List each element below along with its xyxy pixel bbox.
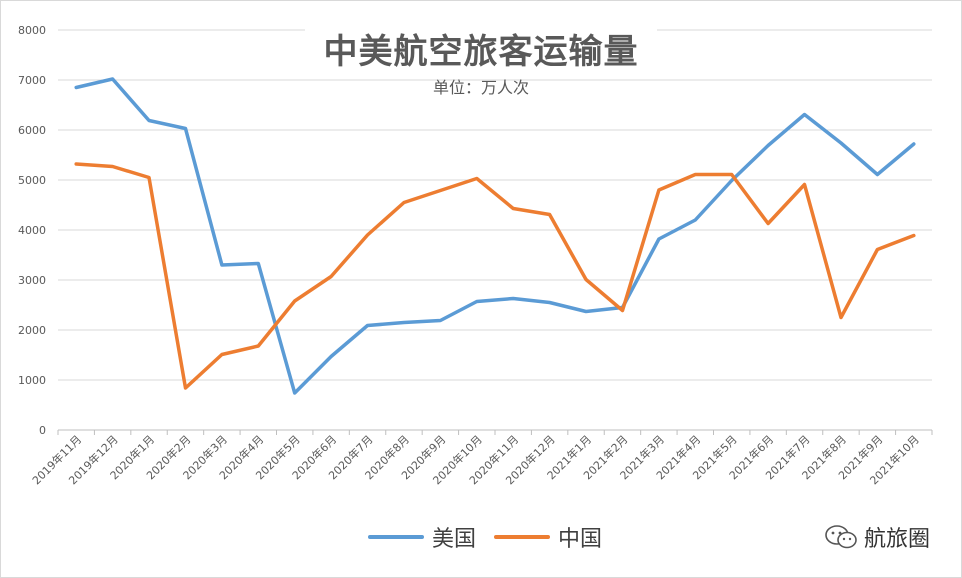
y-tick-label: 7000 bbox=[18, 74, 46, 87]
legend: 美国 中国 bbox=[0, 522, 962, 552]
y-axis: 0 1000 2000 3000 4000 5000 6000 7000 8000 bbox=[18, 24, 46, 437]
legend-swatch-cn bbox=[494, 535, 550, 539]
legend-swatch-us bbox=[368, 535, 424, 539]
legend-item-cn: 中国 bbox=[494, 522, 602, 552]
title-background bbox=[305, 22, 657, 78]
series-group bbox=[74, 77, 916, 395]
legend-label-cn: 中国 bbox=[558, 527, 603, 552]
y-tick-label: 1000 bbox=[18, 374, 46, 387]
y-tick-label: 4000 bbox=[18, 224, 46, 237]
y-tick-label: 6000 bbox=[18, 124, 46, 137]
series-line-1 bbox=[74, 162, 916, 390]
y-tick-label: 5000 bbox=[18, 174, 46, 187]
wechat-icon bbox=[825, 525, 857, 549]
watermark: 航旅圈 bbox=[824, 522, 930, 552]
chart-title: 中美航空旅客运输量 bbox=[323, 32, 639, 72]
chart-subtitle: 单位：万人次 bbox=[432, 78, 529, 97]
series-line-0 bbox=[74, 77, 916, 395]
y-tick-label: 0 bbox=[39, 424, 46, 437]
x-axis: 2019年11月2019年12月2020年1月2020年2月2020年3月202… bbox=[29, 429, 933, 487]
watermark-text: 航旅圈 bbox=[863, 527, 930, 552]
legend-label-us: 美国 bbox=[432, 527, 477, 552]
y-tick-label: 2000 bbox=[18, 324, 46, 337]
legend-item-us: 美国 bbox=[368, 522, 476, 552]
y-tick-label: 3000 bbox=[18, 274, 46, 287]
y-tick-label: 8000 bbox=[18, 24, 46, 37]
